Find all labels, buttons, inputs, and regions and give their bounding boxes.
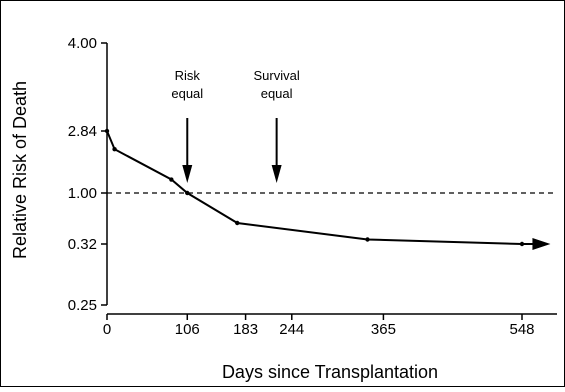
series-layer	[104, 128, 551, 250]
data-point	[365, 237, 370, 242]
y-tick-label: 1.00	[68, 185, 97, 202]
annotation-arrowhead	[271, 165, 282, 183]
data-point	[112, 146, 117, 152]
annotation-text: Risk	[175, 68, 201, 83]
x-tick-label: 244	[279, 321, 304, 338]
x-tick-label: 0	[103, 321, 111, 338]
data-point	[235, 220, 240, 226]
x-axis-label: Days since Transplantation	[222, 362, 438, 382]
axes	[101, 42, 557, 320]
series-arrowhead	[532, 238, 551, 250]
series-line	[106, 130, 543, 245]
y-tick-label: 0.25	[68, 297, 97, 314]
annotation-text: Survival	[254, 68, 300, 83]
data-point	[185, 190, 190, 196]
annotation-text: equal	[171, 86, 203, 101]
x-tick-label: 365	[371, 321, 396, 338]
y-axis-label: Relative Risk of Death	[10, 81, 30, 259]
y-tick-label: 0.32	[68, 236, 97, 253]
data-point	[519, 241, 525, 247]
y-tick-label: 2.84	[68, 123, 97, 140]
y-tick-labels: 4.00 2.84 1.00 0.32 0.25	[68, 35, 97, 314]
y-tick-label: 4.00	[68, 35, 97, 52]
x-tick-labels: 0 106 183 244 365 548	[103, 321, 535, 338]
data-point	[104, 128, 110, 134]
data-point	[169, 177, 174, 182]
x-tick-label: 106	[175, 321, 200, 338]
annotation-text: equal	[261, 86, 293, 101]
annotations: Risk equal Survival equal	[171, 68, 300, 183]
x-tick-label: 183	[233, 321, 258, 338]
x-tick-label: 548	[509, 321, 534, 338]
annotation-arrowhead	[182, 165, 193, 183]
